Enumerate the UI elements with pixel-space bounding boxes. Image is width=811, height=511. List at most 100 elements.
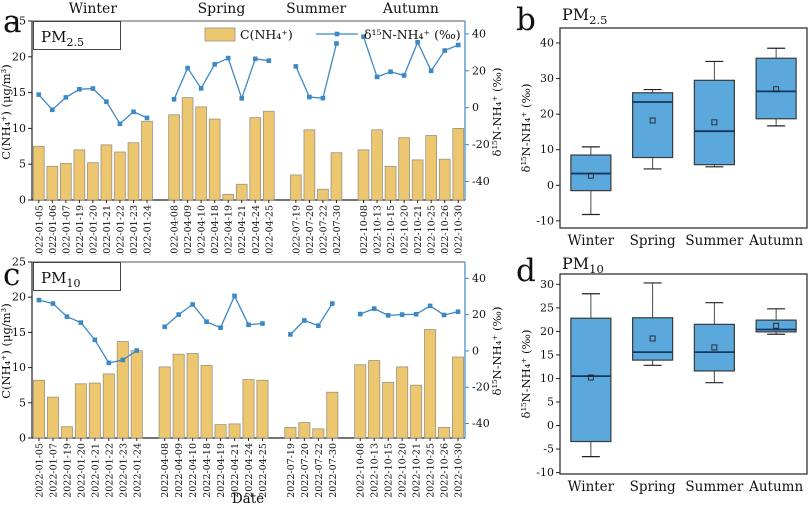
- d15n-marker: [415, 39, 420, 45]
- bar: [60, 163, 72, 201]
- date-tick-label: 2022-04-19: [216, 443, 227, 498]
- d15n-marker: [36, 297, 42, 303]
- date-tick-label: 2022-04-09: [183, 205, 194, 255]
- bar: [256, 379, 269, 439]
- bar: [235, 183, 248, 201]
- d15n-marker: [288, 332, 293, 337]
- date-axis-labels: 2022-01-05 2022-01-06 2022-01-07 2022-01-19…: [34, 200, 465, 260]
- right-tick-label: -40: [472, 417, 490, 430]
- bars-group: [32, 97, 465, 201]
- right-axis-title: δ¹⁵N-NH₄⁺ (‰): [490, 307, 504, 396]
- right-axis-title: δ¹⁵N-NH₄⁺ (‰): [490, 68, 504, 157]
- category-label: Autumn: [748, 233, 803, 249]
- bar: [371, 129, 383, 201]
- date-tick-label: 2022-01-19: [75, 205, 86, 255]
- box-winter: [570, 293, 612, 458]
- iqr-box: [693, 323, 735, 372]
- d15n-line: [360, 305, 459, 317]
- d15n-marker: [320, 95, 326, 101]
- d15n-marker: [144, 115, 150, 121]
- date-tick-label: 2022-07-19: [291, 205, 302, 255]
- category-label: Winter: [568, 233, 615, 249]
- bar: [357, 149, 370, 201]
- bar: [158, 366, 171, 439]
- bar: [228, 423, 241, 439]
- d15n-marker: [49, 107, 55, 113]
- bar: [312, 428, 325, 439]
- bar: [425, 135, 437, 201]
- bar: [88, 382, 101, 439]
- bar: [438, 427, 451, 439]
- bar: [46, 396, 59, 439]
- date-tick-label: 2022-01-06: [48, 205, 59, 255]
- bar: [410, 384, 423, 439]
- panel-d-pm10-boxplot: -10 -5 0 5 10 15 20 25 30 Winter Spring Summer Autum…: [510, 253, 811, 511]
- d15n-marker: [162, 324, 167, 330]
- pm10-boxplot-chart: -10 -5 0 5 10 15 20 25 30 Winter Spring Summer Autum…: [516, 253, 808, 495]
- panel-title: PM10: [562, 255, 604, 276]
- d15n-line: [289, 303, 333, 335]
- date-tick-label: 2022-10-08: [356, 443, 367, 498]
- d15n-marker: [302, 318, 307, 323]
- date-axis-labels: 2022-01-05 2022-01-07 2022-01-19 2022-01-20…: [34, 438, 465, 498]
- date-tick-label: 2022-04-25: [258, 443, 269, 498]
- left-axis-title: C(NH₄⁺) (μg/m³): [0, 303, 13, 398]
- bar: [200, 365, 213, 439]
- d15n-marker: [171, 96, 177, 102]
- y-tick-label: 30: [540, 72, 554, 85]
- season-header-label: Spring: [198, 1, 246, 17]
- date-tick-label: 2022-10-25: [427, 205, 438, 255]
- panel-title: PM2.5: [562, 5, 607, 27]
- category-label: Spring: [630, 479, 676, 495]
- left-tick-label: 15: [12, 326, 26, 339]
- legend-line-label: δ¹⁵N-NH₄⁺ (‰): [364, 27, 461, 42]
- d15n-marker: [441, 312, 447, 318]
- d15n-marker: [239, 96, 245, 101]
- d15n-marker: [185, 65, 190, 71]
- date-tick-label: 2022-04-08: [170, 205, 181, 255]
- d15n-marker: [357, 311, 363, 317]
- mean-marker: [773, 322, 780, 329]
- date-tick-label: 2022-10-21: [412, 443, 423, 498]
- right-tick-label: 20: [472, 64, 486, 77]
- legend-bar-label: C(NH₄⁺): [240, 27, 293, 42]
- d15n-line-group: [36, 34, 461, 127]
- right-tick-label: 20: [472, 308, 486, 321]
- date-tick-label: 2022-04-18: [210, 205, 221, 255]
- date-tick-label: 2022-10-15: [384, 443, 395, 498]
- d15n-line: [38, 299, 138, 364]
- d15n-marker: [104, 99, 109, 104]
- y-tick-label: 20: [540, 325, 554, 338]
- date-tick-label: 2022-07-19: [286, 443, 297, 498]
- mean-marker: [773, 86, 780, 93]
- date-tick-label: 2022-04-24: [251, 205, 262, 255]
- pm25-boxplot-chart: -10 0 10 20 30 40 Winter Spring Summer Autumn δ¹⁵N…: [516, 2, 808, 249]
- bar: [116, 341, 129, 439]
- left-tick-label: 25: [12, 15, 26, 28]
- date-tick-label: 2022-04-21: [237, 205, 248, 255]
- date-tick-label: 2022-01-22: [115, 205, 126, 255]
- y-tick-label: -10: [536, 214, 554, 227]
- y-tick-label: -5: [543, 443, 554, 456]
- date-tick-label: 2022-01-22: [104, 443, 115, 498]
- box-winter: [570, 146, 612, 216]
- bar: [87, 162, 99, 201]
- bar: [100, 144, 113, 201]
- d15n-marker: [388, 69, 393, 75]
- date-tick-label: 2022-07-30: [332, 205, 343, 255]
- panel-letter: d: [516, 255, 536, 289]
- right-tick-label: 40: [472, 272, 486, 285]
- category-label: Spring: [630, 233, 676, 249]
- date-tick-label: 2022-01-07: [48, 443, 59, 498]
- d15n-marker: [307, 94, 312, 100]
- right-tick-label: -20: [472, 138, 490, 151]
- bar: [195, 106, 207, 201]
- mean-marker: [587, 374, 594, 381]
- right-tick-label: -20: [472, 381, 490, 394]
- d15n-marker: [90, 86, 96, 91]
- d15n-marker: [63, 95, 69, 100]
- date-tick-label: 2022-10-13: [373, 205, 384, 255]
- panel-title: PM10: [41, 269, 80, 290]
- category-label: Autumn: [748, 479, 803, 495]
